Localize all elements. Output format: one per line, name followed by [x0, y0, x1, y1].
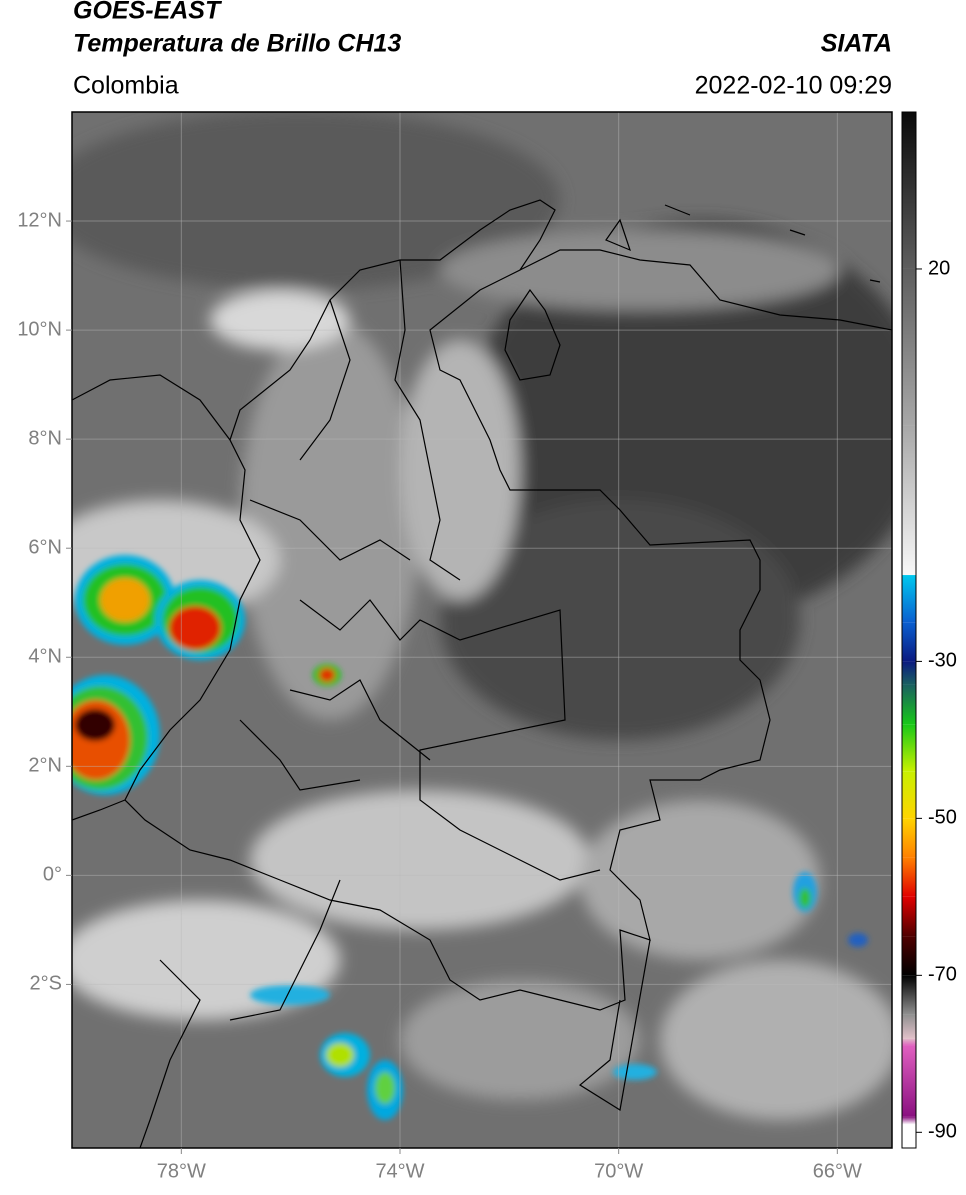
colorbar-segment: [902, 426, 916, 575]
colorbar-segment: [902, 724, 916, 771]
timestamp: 2022-02-10 09:29: [695, 72, 892, 100]
satellite: GOES-EAST: [73, 0, 223, 25]
colorbar-segment: [902, 1117, 916, 1125]
colorbar-segment: [902, 1015, 916, 1039]
colorbar-segment: [902, 112, 916, 269]
y-tick-label: 2°N: [28, 755, 62, 777]
colorbar-segment: [902, 975, 916, 1014]
x-tick-label: 66°W: [813, 1160, 862, 1182]
x-tick-label: 78°W: [157, 1160, 206, 1182]
y-tick-label: 10°N: [17, 318, 62, 340]
colorbar-tick-label: 20: [928, 257, 950, 279]
colorbar-tick-label: -90: [928, 1121, 957, 1143]
y-tick-label: 0°: [43, 864, 62, 886]
y-tick-label: 4°N: [28, 646, 62, 668]
x-tick-label: 74°W: [375, 1160, 424, 1182]
colorbar-tick-label: -50: [928, 807, 957, 829]
colorbar-segment: [902, 622, 916, 661]
y-tick-label: 12°N: [17, 209, 62, 231]
source: SIATA: [821, 30, 892, 58]
x-tick-label: 70°W: [594, 1160, 643, 1182]
colorbar-segment: [902, 818, 916, 857]
product: Temperatura de Brillo CH13: [73, 30, 401, 58]
y-tick-label: 6°N: [28, 536, 62, 558]
y-tick-label: 2°S: [30, 973, 62, 995]
colorbar-segment: [902, 575, 916, 622]
region: Colombia: [73, 72, 179, 100]
colorbar-segment: [902, 1038, 916, 1046]
colorbar-segment: [902, 1124, 916, 1148]
satellite-image: [40, 110, 930, 1148]
colorbar-segment: [902, 858, 916, 897]
colorbar-tick-label: -70: [928, 964, 957, 986]
colorbar-segment: [902, 269, 916, 426]
colorbar-segment: [902, 661, 916, 685]
colorbar-tick-label: -30: [928, 650, 957, 672]
colorbar-segment: [902, 897, 916, 936]
colorbar-segment: [902, 1046, 916, 1117]
colorbar-segment: [902, 771, 916, 818]
colorbar-segment: [902, 936, 916, 975]
colorbar-segment: [902, 685, 916, 724]
y-tick-label: 8°N: [28, 427, 62, 449]
